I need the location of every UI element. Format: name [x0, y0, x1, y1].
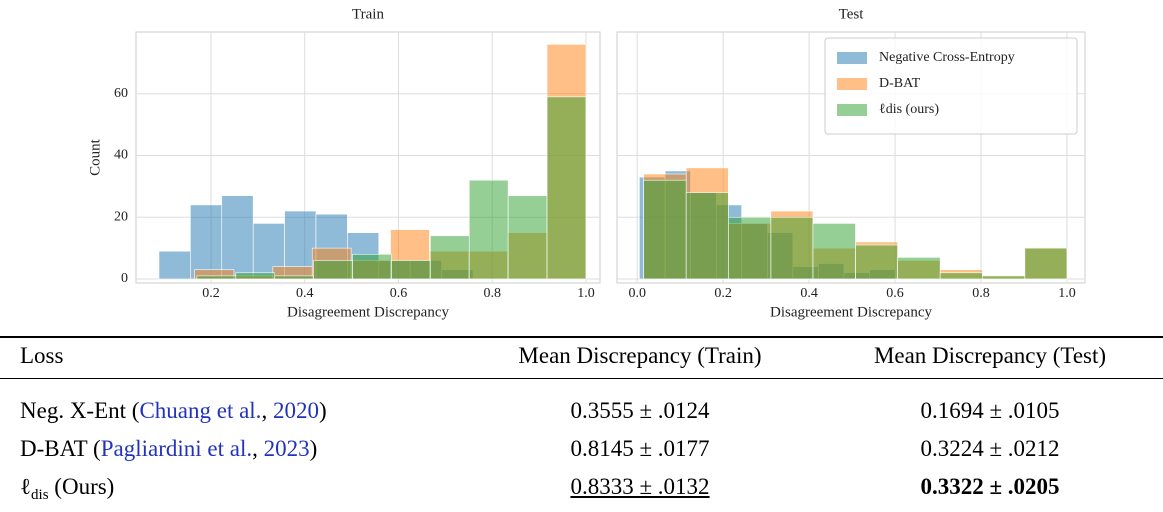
citation-link[interactable]: 2020	[272, 398, 319, 423]
histogram-bar	[855, 244, 898, 280]
histogram-bar	[507, 195, 548, 280]
x-axis-label: Disagreement Discrepancy	[770, 304, 933, 320]
histogram-bar	[770, 216, 814, 280]
table-header: Mean Discrepancy (Train)	[518, 343, 761, 369]
histogram-bar	[643, 179, 687, 280]
y-tick-label: 40	[114, 148, 128, 163]
histogram-bar	[274, 275, 314, 280]
text-part: ,	[252, 436, 264, 461]
y-tick-label: 60	[114, 86, 128, 101]
histogram-bar	[158, 250, 191, 280]
citation-link[interactable]: 2023	[263, 436, 310, 461]
text-part: Mean Discrepancy (Train)	[518, 343, 762, 368]
histogram-bar	[812, 223, 856, 280]
histogram-bar	[939, 272, 983, 280]
table-header: Loss	[20, 343, 63, 369]
citation-link[interactable]: Pagliardini et al.	[100, 436, 253, 461]
text-part: )	[318, 398, 327, 423]
x-tick-label: 0.4	[800, 286, 818, 301]
legend-swatch	[837, 104, 867, 116]
text-part: ,	[261, 398, 273, 423]
text-part: 0.3224 ± .0212	[920, 436, 1060, 461]
value-cell: 0.3555 ± .0124	[570, 398, 709, 424]
x-tick-label: 0.8	[972, 286, 990, 301]
x-tick-label: 0.6	[886, 286, 904, 301]
x-tick-label: 1.0	[1058, 286, 1076, 301]
text-part: 0.3322 ± .0205	[920, 474, 1060, 499]
text-part: Loss	[20, 343, 64, 368]
text-part: Neg. X-Ent (	[20, 398, 140, 423]
text-part: 0.1694 ± .0105	[920, 398, 1060, 423]
y-tick-label: 20	[114, 209, 128, 224]
top-rule	[0, 336, 1163, 338]
value-cell: 0.8145 ± .0177	[570, 436, 709, 462]
legend-label: ℓdis (ours)	[879, 102, 939, 117]
histogram-bar	[685, 192, 729, 280]
loss-cell: ℓdis (Ours)	[20, 474, 114, 504]
text-part: 0.3555 ± .0124	[570, 398, 710, 423]
histogram-bar	[313, 260, 353, 280]
histogram-bar	[897, 257, 941, 280]
histogram-bar	[221, 195, 254, 280]
x-tick-label: 0.0	[628, 286, 646, 301]
histogram-bar	[728, 216, 772, 280]
text-part: ℓ	[20, 474, 32, 499]
histogram-bar	[546, 96, 587, 280]
histogram-bar	[430, 235, 470, 280]
legend-label: Negative Cross-Entropy	[879, 50, 1015, 65]
x-axis-label: Disagreement Discrepancy	[287, 304, 450, 320]
legend-box	[824, 37, 1078, 135]
text-part: 0.8333 ± .0132	[570, 474, 710, 499]
x-tick-label: 0.2	[714, 286, 732, 301]
text-part: 0.8145 ± .0177	[570, 436, 710, 461]
value-cell: 0.1694 ± .0105	[920, 398, 1059, 424]
chart-title: Train	[352, 6, 384, 22]
histogram-bar	[196, 275, 237, 280]
y-tick-label: 0	[121, 271, 128, 286]
histogram-bar	[391, 260, 431, 280]
value-cell: 0.8333 ± .0132	[570, 474, 709, 500]
histogram-bar	[1024, 247, 1068, 280]
histogram-bar	[468, 179, 509, 280]
text-part: )	[309, 436, 318, 461]
histogram-bar	[235, 272, 276, 280]
legend-swatch	[837, 78, 867, 90]
loss-cell: D-BAT (Pagliardini et al., 2023)	[20, 436, 317, 462]
histogram-bar	[190, 204, 223, 280]
text-part: (Ours)	[48, 474, 115, 499]
y-axis-label: Count	[87, 138, 103, 176]
value-cell: 0.3322 ± .0205	[920, 474, 1059, 500]
x-tick-label: 0.2	[202, 286, 220, 301]
text-part: dis	[31, 487, 49, 503]
table-header: Mean Discrepancy (Test)	[874, 343, 1106, 369]
histogram-bar	[981, 275, 1026, 280]
legend-swatch	[837, 52, 867, 64]
legend-label: D-BAT	[879, 76, 921, 91]
mid-rule	[0, 378, 1163, 379]
x-tick-label: 0.6	[390, 286, 408, 301]
x-tick-label: 0.4	[296, 286, 314, 301]
loss-cell: Neg. X-Ent (Chuang et al., 2020)	[20, 398, 327, 424]
text-part: D-BAT (	[20, 436, 101, 461]
histogram-bar	[352, 253, 392, 280]
chart-title: Test	[839, 6, 865, 22]
text-part: Mean Discrepancy (Test)	[873, 343, 1107, 368]
citation-link[interactable]: Chuang et al.	[139, 398, 262, 423]
figure: 0.2 0.4 0.6 0.8 1.0 0 20 40 60 Train Disagreement …	[87, 6, 1086, 320]
x-tick-label: 0.8	[483, 286, 501, 301]
value-cell: 0.3224 ± .0212	[920, 436, 1059, 462]
x-tick-label: 1.0	[577, 286, 595, 301]
